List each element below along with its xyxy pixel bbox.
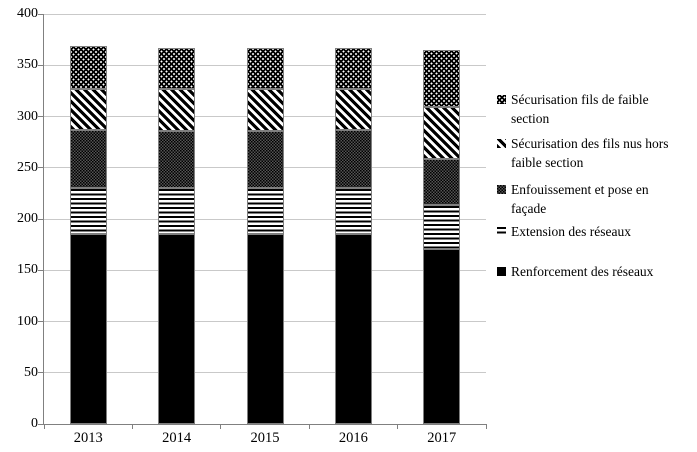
- y-axis-line: [43, 14, 44, 425]
- y-axis-tick: [38, 269, 44, 271]
- legend-label-line: façade: [511, 201, 547, 216]
- x-axis-label-2013: 2013: [73, 430, 103, 446]
- x-axis-label-2017: 2017: [427, 430, 457, 446]
- y-axis-tick: [38, 64, 44, 66]
- bar-segment-solid-black: [246, 234, 284, 424]
- bar-segment-horizontal-stripes: [334, 188, 372, 235]
- bar-segment-dark-checker: [246, 130, 284, 189]
- bar-segment-diagonal-stripes: [423, 107, 461, 159]
- bar-segment-white-dots-on-black: [246, 47, 284, 89]
- legend-item: Sécurisation fils de faible section: [497, 90, 697, 128]
- y-axis-tick-label: 250: [17, 159, 38, 175]
- legend-item: Extension des réseaux: [497, 222, 697, 241]
- legend-item: Renforcement des réseaux: [497, 262, 697, 281]
- legend-swatch-dark-checker-icon: [497, 185, 506, 194]
- legend-swatch-horizontal-stripes-icon: [497, 227, 506, 236]
- y-axis-tick-label: 150: [17, 262, 38, 278]
- x-axis-label-2016: 2016: [338, 430, 368, 446]
- x-axis-tick: [485, 424, 487, 429]
- bar-segment-dark-checker: [423, 158, 461, 205]
- y-axis-tick: [38, 167, 44, 169]
- y-axis-tick-label: 300: [17, 108, 38, 124]
- y-axis-tick-label: 200: [17, 211, 38, 226]
- legend-label-line: section: [511, 111, 550, 126]
- bar-segment-diagonal-stripes: [334, 88, 372, 130]
- legend-item: Enfouissement et pose en façade: [497, 180, 697, 218]
- bar-segment-horizontal-stripes: [246, 188, 284, 235]
- bar-segment-solid-black: [158, 234, 196, 424]
- bar-segment-diagonal-stripes: [69, 88, 107, 130]
- legend-label-line: Renforcement des réseaux: [511, 264, 654, 279]
- legend-label-line: Sécurisation des fils nus hors: [511, 136, 669, 151]
- y-axis-tick: [38, 13, 44, 15]
- y-axis-tick-label: 400: [17, 6, 38, 21]
- bar-segment-dark-checker: [334, 129, 372, 189]
- legend-label-line: Extension des réseaux: [511, 224, 631, 239]
- x-axis-label-2015: 2015: [250, 430, 280, 446]
- gridline: [44, 13, 486, 15]
- bar-segment-solid-black: [423, 248, 461, 424]
- bar-segment-horizontal-stripes: [158, 188, 196, 235]
- legend-item: Sécurisation des fils nus hors faible sec…: [497, 134, 697, 172]
- bar-segment-white-dots-on-black: [69, 45, 107, 89]
- legend-label-line: faible section: [511, 155, 584, 170]
- bar-segment-white-dots-on-black: [334, 47, 372, 89]
- bar-segment-horizontal-stripes: [69, 188, 107, 235]
- y-axis-tick: [38, 321, 44, 322]
- bar-segment-solid-black: [69, 234, 107, 424]
- bar-segment-horizontal-stripes: [423, 204, 461, 249]
- legend-swatch-white-dots-on-black-icon: [497, 95, 506, 104]
- y-axis-tick-label: 50: [24, 364, 38, 380]
- bar-segment-solid-black: [334, 234, 372, 424]
- chart-legend: Sécurisation fils de faible section Sécuri…: [497, 90, 697, 281]
- x-axis-line: [43, 424, 486, 425]
- bar-segment-diagonal-stripes: [246, 88, 284, 131]
- legend-label-line: Sécurisation fils de faible: [511, 92, 649, 107]
- y-axis-tick-label: 100: [17, 313, 38, 329]
- x-axis-tick: [397, 424, 399, 429]
- y-axis-tick: [38, 116, 44, 117]
- y-axis-tick-label: 350: [17, 57, 38, 73]
- x-axis-label-2014: 2014: [162, 430, 192, 446]
- x-axis-tick: [308, 424, 310, 429]
- y-axis-tick: [38, 423, 44, 425]
- x-axis-tick: [43, 424, 45, 429]
- y-axis-tick: [38, 218, 44, 220]
- y-axis-tick: [38, 372, 44, 374]
- legend-swatch-solid-black-icon: [497, 267, 506, 276]
- y-axis-tick-label: 0: [31, 416, 38, 431]
- legend-label-line: Enfouissement et pose en: [511, 182, 649, 197]
- bar-segment-dark-checker: [158, 130, 196, 189]
- bar-segment-dark-checker: [69, 129, 107, 189]
- bar-segment-white-dots-on-black: [423, 49, 461, 108]
- legend-swatch-diagonal-stripes-icon: [497, 139, 506, 148]
- bar-segment-white-dots-on-black: [158, 47, 196, 89]
- x-axis-tick: [220, 424, 222, 429]
- bar-segment-diagonal-stripes: [158, 88, 196, 131]
- x-axis-tick: [131, 424, 133, 429]
